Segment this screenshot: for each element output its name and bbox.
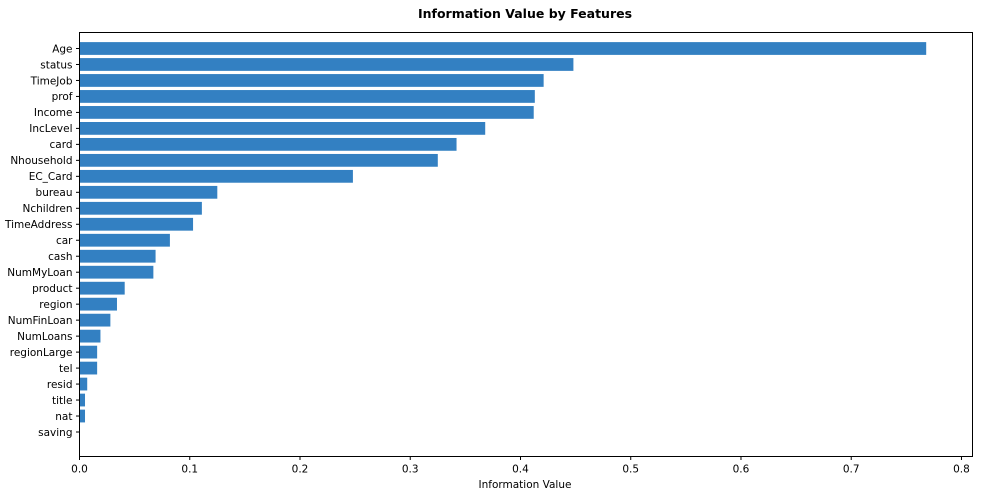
y-tick-label: nat — [55, 411, 72, 423]
y-tick-label: Age — [52, 43, 72, 55]
x-tick-label: 0.4 — [512, 464, 529, 476]
x-tick-label: 0.7 — [843, 464, 860, 476]
bar-NumFinLoan — [79, 313, 111, 327]
bar-Nhousehold — [79, 153, 438, 167]
bar-title — [79, 393, 86, 407]
y-tick-label: NumFinLoan — [8, 315, 73, 327]
bar-card — [79, 137, 457, 151]
y-axis-ticks: Age status TimeJob prof Income IncLevel card Nh… — [4, 43, 80, 439]
y-tick-label: tel — [59, 363, 73, 375]
y-tick-label: cash — [48, 251, 72, 263]
y-tick-label: title — [52, 395, 73, 407]
bar-NumLoans — [79, 329, 101, 343]
bar-bureau — [79, 185, 218, 199]
bar-EC_Card — [79, 169, 353, 183]
y-tick-label: card — [49, 139, 72, 151]
y-tick-label: NumMyLoan — [7, 267, 72, 279]
bar-NumMyLoan — [79, 265, 154, 279]
bar-prof — [79, 90, 535, 103]
bar-Age — [79, 42, 927, 55]
y-tick-label: IncLevel — [29, 123, 72, 135]
y-tick-label: bureau — [36, 187, 73, 199]
bar-car — [79, 233, 170, 247]
x-tick-label: 0.0 — [71, 464, 88, 476]
x-axis-label: Information Value — [479, 479, 572, 491]
bar-nat — [79, 409, 86, 423]
y-tick-label: Nhousehold — [10, 155, 72, 167]
bar-Income — [79, 106, 534, 119]
y-tick-label: EC_Card — [29, 171, 73, 183]
bar-tel — [79, 361, 98, 375]
x-axis-ticks: 0.0 0.1 0.2 0.3 0.4 0.5 0.6 0.7 0.8 — [71, 456, 970, 476]
bar-resid — [79, 377, 88, 391]
y-tick-label: prof — [52, 91, 73, 103]
bar-product — [79, 281, 125, 295]
y-tick-label: regionLarge — [10, 347, 73, 359]
x-tick-label: 0.3 — [402, 464, 419, 476]
y-tick-label: saving — [38, 427, 72, 439]
plot-frame — [79, 32, 973, 457]
bar-TimeAddress — [79, 217, 194, 231]
y-tick-label: NumLoans — [17, 331, 72, 343]
x-tick-label: 0.1 — [181, 464, 198, 476]
bar-status — [79, 58, 574, 71]
y-tick-label: region — [39, 299, 72, 311]
y-tick-label: TimeJob — [30, 75, 73, 87]
bar-Nchildren — [79, 201, 202, 215]
y-tick-label: TimeAddress — [4, 219, 73, 231]
x-tick-label: 0.5 — [622, 464, 639, 476]
bar-cash — [79, 249, 156, 263]
x-tick-label: 0.2 — [292, 464, 309, 476]
x-tick-label: 0.6 — [733, 464, 750, 476]
bars-layer — [79, 42, 927, 423]
x-tick-label: 0.8 — [953, 464, 970, 476]
bar-regionLarge — [79, 345, 98, 359]
chart-title: Information Value by Features — [418, 6, 632, 21]
y-tick-label: Nchildren — [23, 203, 73, 215]
y-tick-label: resid — [47, 379, 73, 391]
bar-TimeJob — [79, 74, 544, 87]
y-tick-label: status — [40, 59, 72, 71]
y-tick-label: car — [56, 235, 73, 247]
bar-region — [79, 297, 117, 311]
bar-IncLevel — [79, 122, 486, 135]
y-tick-label: product — [32, 283, 72, 295]
y-tick-label: Income — [34, 107, 73, 119]
